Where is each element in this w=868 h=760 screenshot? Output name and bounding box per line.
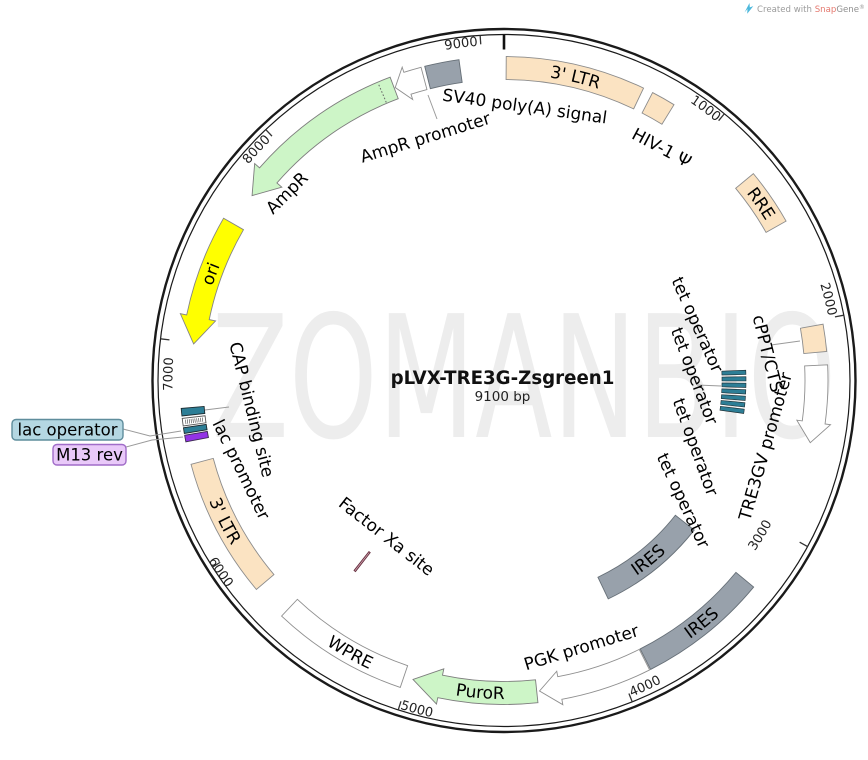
tick-label-path-6000: [168, 465, 301, 661]
feature-lac-promoter-hatch: [194, 418, 196, 423]
feature-tet-operator-7[interactable]: [719, 405, 745, 414]
tick-label-3000: 3000: [746, 518, 776, 554]
credit-brand-gene: Gene: [836, 5, 859, 15]
feature-lac-promoter-hatch: [196, 418, 198, 423]
tick-mark-5000: [397, 701, 402, 711]
feature-label-wpre: WPRE: [323, 632, 375, 673]
tet-operator-leader: [696, 384, 722, 387]
feature-sv40-polya-signal[interactable]: [424, 59, 463, 90]
tick-mark-6000: [212, 561, 221, 568]
tick-label-9000: 9000: [443, 35, 478, 54]
feature-rre[interactable]: [735, 172, 787, 234]
tick-mark-1000: [718, 113, 725, 122]
feature-tet-operator-2[interactable]: [721, 376, 747, 382]
tick-mark-8000: [265, 129, 273, 137]
feature-label-puror: PuroR: [455, 680, 506, 704]
feature-cap-binding-site[interactable]: [180, 405, 206, 417]
feature-label-3-ltr-1: 3' LTR: [549, 63, 603, 94]
tick-mark-9000: [479, 35, 482, 45]
factor-xa-label: Factor Xa site: [334, 494, 437, 581]
feature-lac-promoter-hatch: [185, 419, 187, 425]
credit-registered-mark: ®: [859, 4, 865, 11]
credit-prefix: Created with: [757, 5, 815, 15]
feature-lac-promoter[interactable]: [181, 415, 207, 427]
feature-ampr-boundary-dash: [377, 82, 387, 103]
feature-tet-operator-1[interactable]: [721, 369, 747, 376]
credit-brand-snap: Snap: [815, 5, 837, 15]
feature-lac-promoter-hatch: [186, 419, 189, 424]
plasmid-size: 9100 bp: [475, 389, 531, 405]
feature-tet-operator-5[interactable]: [720, 394, 746, 401]
feature-ori[interactable]: [179, 217, 245, 345]
lac-operator-leader: [122, 428, 182, 437]
feature-label-3-ltr-2: 3' LTR: [204, 495, 244, 548]
credit-text: Created with SnapGene®: [757, 4, 865, 15]
tick-mark-2000: [834, 314, 844, 318]
snapgene-credit: Created with SnapGene®: [744, 3, 865, 15]
feature-lac-promoter-hatch: [198, 417, 200, 423]
feature-tre3gv-promoter[interactable]: [795, 364, 832, 444]
feature-lac-promoter-hatch: [190, 418, 192, 424]
feature-ires-inner[interactable]: [597, 514, 695, 600]
feature-tet-operator-6[interactable]: [720, 400, 746, 408]
feature-ires-outer[interactable]: [639, 571, 755, 671]
lac-operator-callout[interactable]: [11, 418, 124, 441]
feature-lac-promoter-hatch: [200, 417, 202, 423]
feature-ampr[interactable]: [251, 76, 399, 197]
m13-rev-callout[interactable]: [52, 443, 127, 466]
feature-puror[interactable]: [412, 668, 539, 705]
feature-tet-operator-4[interactable]: [721, 388, 747, 395]
feature-factor-xa-site[interactable]: [353, 550, 371, 573]
tick-label-7000: 7000: [161, 357, 177, 391]
feature-3-ltr-2[interactable]: [190, 457, 275, 591]
lac-operator-callout-text: lac operator: [18, 420, 118, 439]
tick-label-1000: 1000: [688, 93, 724, 125]
plasmid-title: pLVX-TRE3G-Zsgreen1: [391, 368, 615, 389]
feature-3-ltr-1[interactable]: [505, 56, 645, 110]
m13-rev-callout-text: M13 rev: [56, 445, 123, 464]
tick-label-path-1000: [599, 60, 783, 196]
feature-lac-operator[interactable]: [182, 423, 208, 435]
feature-m13-rev[interactable]: [184, 430, 209, 443]
m13-rev-leader: [125, 436, 184, 448]
feature-lac-promoter-hatch: [201, 417, 204, 422]
cap-binding-site-leader: [204, 406, 230, 411]
backbone-outer-circle: [151, 27, 857, 734]
feature-hiv-1-psi[interactable]: [641, 91, 675, 125]
feature-ampr-promoter[interactable]: [394, 65, 428, 101]
feature-lac-promoter-hatch: [192, 418, 194, 424]
feature-cppt-cts[interactable]: [799, 323, 828, 355]
feature-wpre[interactable]: [280, 598, 409, 689]
feature-pgk-promoter[interactable]: [538, 648, 651, 706]
feature-tet-operator-3[interactable]: [721, 382, 747, 388]
feature-lac-promoter-hatch: [188, 419, 191, 424]
tick-mark-3000: [799, 541, 808, 548]
cppt-cts-leader: [770, 340, 801, 346]
ampr-promoter-label: AmpR promoter: [358, 109, 493, 168]
ampr-promoter-leader: [427, 94, 438, 120]
snapgene-logo-icon: [744, 3, 754, 14]
hiv-1-psi-label: HIV-1 Ψ: [628, 125, 694, 173]
tick-mark-7000: [160, 338, 170, 341]
tick-mark-4000: [628, 693, 633, 703]
